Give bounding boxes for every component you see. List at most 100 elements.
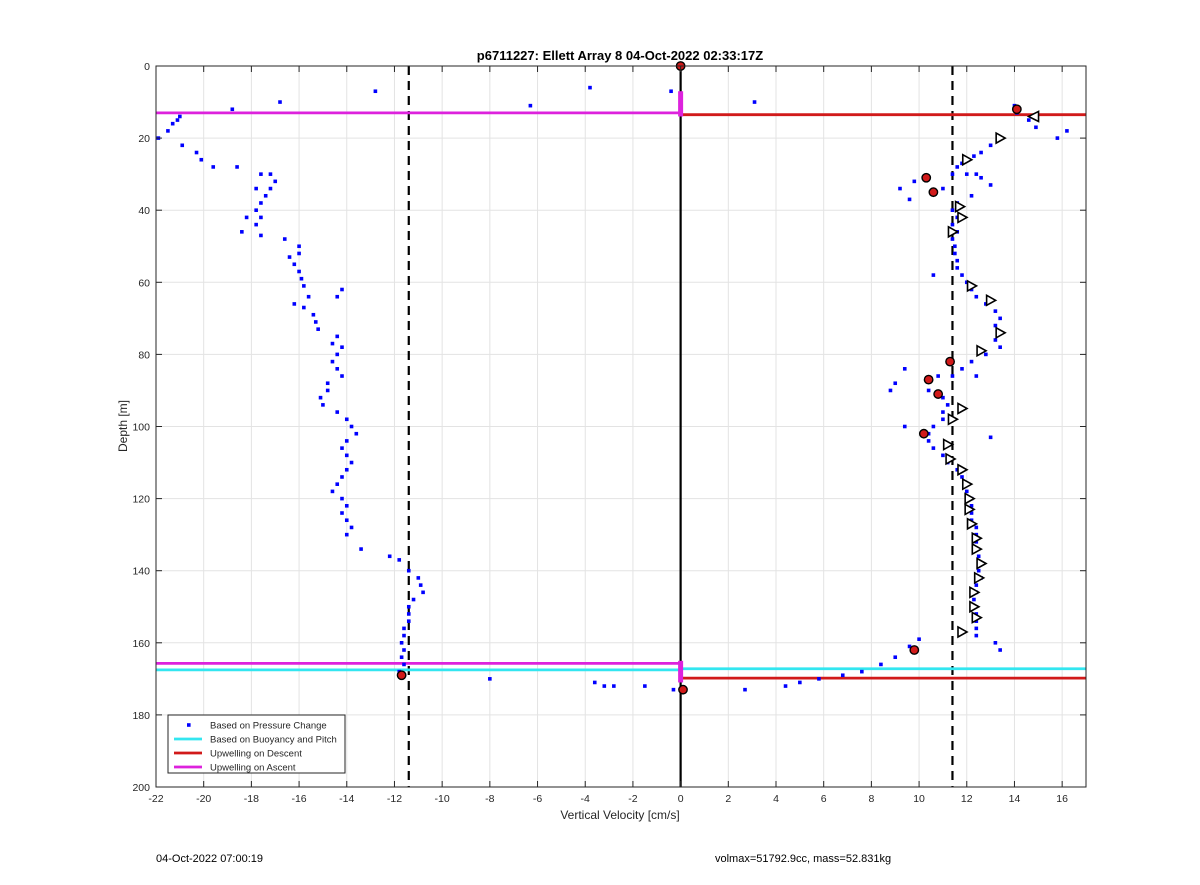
pressure-point xyxy=(311,312,316,317)
y-tick-label: 200 xyxy=(132,782,150,794)
pressure-point xyxy=(340,475,344,479)
pressure-point xyxy=(840,673,845,678)
triangle-marker xyxy=(961,477,974,491)
pressure-point xyxy=(199,157,204,162)
pressure-point xyxy=(344,417,349,422)
x-tick-label: 8 xyxy=(868,793,874,805)
depth-marker xyxy=(396,670,407,681)
pressure-point xyxy=(335,367,340,371)
pressure-point xyxy=(259,233,263,238)
pressure-point xyxy=(953,251,957,256)
pressure-point xyxy=(387,554,392,559)
pressure-point xyxy=(950,208,955,212)
pressure-point xyxy=(972,597,976,602)
pressure-point xyxy=(974,172,979,176)
pressure-point xyxy=(669,89,673,94)
pressure-point xyxy=(313,320,318,324)
legend-swatch xyxy=(187,723,191,727)
triangle-marker xyxy=(966,279,979,293)
triangle-marker xyxy=(964,503,976,516)
pressure-point xyxy=(964,172,969,176)
pressure-point xyxy=(335,334,340,339)
pressure-point xyxy=(955,165,960,169)
pressure-point xyxy=(406,604,411,609)
pressure-point xyxy=(931,424,936,429)
pressure-point xyxy=(259,172,263,176)
triangle-marker xyxy=(942,438,955,451)
pressure-point xyxy=(592,680,597,685)
pressure-point xyxy=(879,662,883,667)
y-tick-label: 80 xyxy=(138,349,150,361)
pressure-point xyxy=(340,446,344,450)
pressure-point xyxy=(907,197,912,202)
pressure-point xyxy=(330,489,335,494)
pressure-point xyxy=(976,568,981,573)
pressure-point xyxy=(335,294,340,299)
depth-marker xyxy=(933,389,944,399)
pressure-point xyxy=(240,230,244,234)
y-tick-label: 120 xyxy=(132,494,150,506)
pressure-point xyxy=(974,374,979,378)
pressure-point xyxy=(588,85,592,90)
legend-label: Based on Pressure Change xyxy=(210,721,327,732)
x-tick-label: 16 xyxy=(1056,793,1068,805)
pressure-point xyxy=(993,323,998,328)
depth-marker xyxy=(678,684,688,695)
pressure-point xyxy=(180,143,185,148)
pressure-point xyxy=(359,547,363,551)
triangle-marker xyxy=(995,326,1007,340)
y-axis-label: Depth [m] xyxy=(116,400,130,452)
triangle-marker xyxy=(947,412,960,426)
triangle-marker xyxy=(966,517,979,531)
pressure-point xyxy=(340,511,344,515)
pressure-point xyxy=(344,518,349,523)
depth-marker xyxy=(921,172,932,183)
legend-label: Upwelling on Ascent xyxy=(210,763,296,774)
pressure-point xyxy=(166,129,170,133)
chart-title: p6711227: Ellett Array 8 04-Oct-2022 02:… xyxy=(477,48,763,63)
pressure-point xyxy=(399,641,404,645)
pressure-point xyxy=(1065,129,1069,133)
pressure-point xyxy=(340,374,344,378)
pressure-point xyxy=(416,576,421,580)
pressure-point xyxy=(945,403,950,407)
pressure-point xyxy=(984,352,988,357)
pressure-point xyxy=(988,143,993,148)
triangle-marker xyxy=(985,293,998,307)
pressure-point xyxy=(969,193,974,198)
pressure-point xyxy=(979,150,983,155)
pressure-point xyxy=(418,583,423,587)
pressure-point xyxy=(325,381,330,386)
pressure-point xyxy=(955,258,960,263)
pressure-point xyxy=(671,687,676,692)
pressure-point xyxy=(335,352,340,357)
x-tick-label: 14 xyxy=(1009,793,1021,805)
pressure-point xyxy=(263,193,268,198)
footer-timestamp: 04-Oct-2022 07:00:19 xyxy=(156,853,264,865)
pressure-point xyxy=(278,100,282,104)
pressure-point xyxy=(421,590,425,595)
pressure-point xyxy=(743,687,747,692)
x-tick-label: -20 xyxy=(196,793,211,805)
pressure-point xyxy=(399,655,404,660)
y-tick-label: 140 xyxy=(132,566,150,578)
triangle-marker xyxy=(971,542,983,556)
pressure-point xyxy=(268,186,273,191)
pressure-point xyxy=(993,641,998,645)
pressure-point xyxy=(297,269,301,274)
depth-marker xyxy=(923,374,934,385)
x-tick-label: 6 xyxy=(821,793,827,805)
pressure-point xyxy=(950,172,955,176)
pressure-point xyxy=(235,165,239,169)
triangle-marker xyxy=(947,225,960,239)
pressure-point xyxy=(325,388,330,393)
x-tick-label: -22 xyxy=(148,793,163,805)
triangle-marker xyxy=(957,463,969,477)
triangle-marker xyxy=(971,611,983,624)
pressure-point xyxy=(893,655,898,660)
pressure-point xyxy=(643,684,647,688)
pressure-point xyxy=(299,276,304,281)
pressure-point xyxy=(411,597,416,602)
pressure-point xyxy=(349,525,354,530)
upwelling-lines xyxy=(156,91,1086,683)
